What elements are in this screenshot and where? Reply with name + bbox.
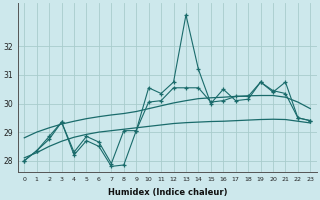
- X-axis label: Humidex (Indice chaleur): Humidex (Indice chaleur): [108, 188, 227, 197]
